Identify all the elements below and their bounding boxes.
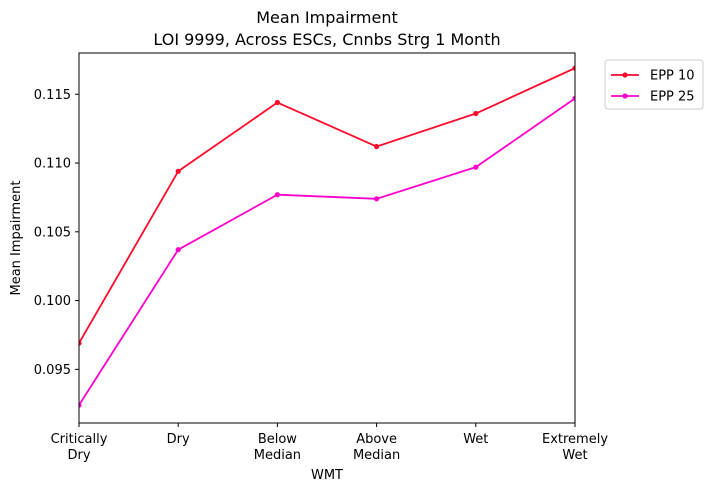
series-line-epp-25 <box>79 97 575 406</box>
legend-label: EPP 25 <box>650 90 695 105</box>
chart-title: Mean Impairment <box>256 8 398 27</box>
x-tick-label: Extremely <box>542 432 608 447</box>
x-tick-label: Wet <box>562 448 587 463</box>
data-point <box>374 196 380 202</box>
data-point <box>175 168 181 174</box>
data-point <box>274 99 280 106</box>
data-point <box>274 192 280 198</box>
y-tick-label: 0.105 <box>34 225 71 240</box>
data-point <box>374 143 380 150</box>
y-tick-label: 0.115 <box>34 88 71 103</box>
chart-subtitle: LOI 9999, Across ESCs, Cnnbs Strg 1 Mont… <box>153 30 500 49</box>
data-point <box>79 340 82 346</box>
y-tick-label: 0.100 <box>34 294 71 309</box>
x-tick-label: Critically <box>51 432 108 447</box>
x-tick-label: Below <box>258 432 297 447</box>
data-point <box>175 247 181 253</box>
x-tick-label: Dry <box>67 448 90 463</box>
y-axis: 0.095 0.100 0.105 0.110 0.115 <box>34 88 79 378</box>
legend-label: EPP 10 <box>650 69 695 84</box>
data-point <box>572 95 575 101</box>
x-tick-label: Above <box>356 432 397 447</box>
y-tick-label: 0.095 <box>34 363 71 378</box>
y-tick-label: 0.110 <box>34 157 71 172</box>
x-tick-label: Median <box>353 448 400 463</box>
plot-area <box>79 65 575 408</box>
data-point <box>473 110 479 117</box>
x-axis-label: WMT <box>311 468 343 483</box>
data-point <box>572 65 575 71</box>
data-point <box>473 164 479 170</box>
legend-marker <box>622 93 628 99</box>
y-axis-label: Mean Impairment <box>9 181 24 296</box>
legend: EPP 10 EPP 25 <box>604 59 704 110</box>
data-point <box>79 402 82 408</box>
series-line-epp-10 <box>79 67 575 344</box>
legend-marker <box>622 72 628 78</box>
x-tick-label: Wet <box>463 432 488 447</box>
x-tick-label: Median <box>254 448 301 463</box>
plot-frame <box>78 52 576 424</box>
x-tick-label: Dry <box>167 432 190 447</box>
